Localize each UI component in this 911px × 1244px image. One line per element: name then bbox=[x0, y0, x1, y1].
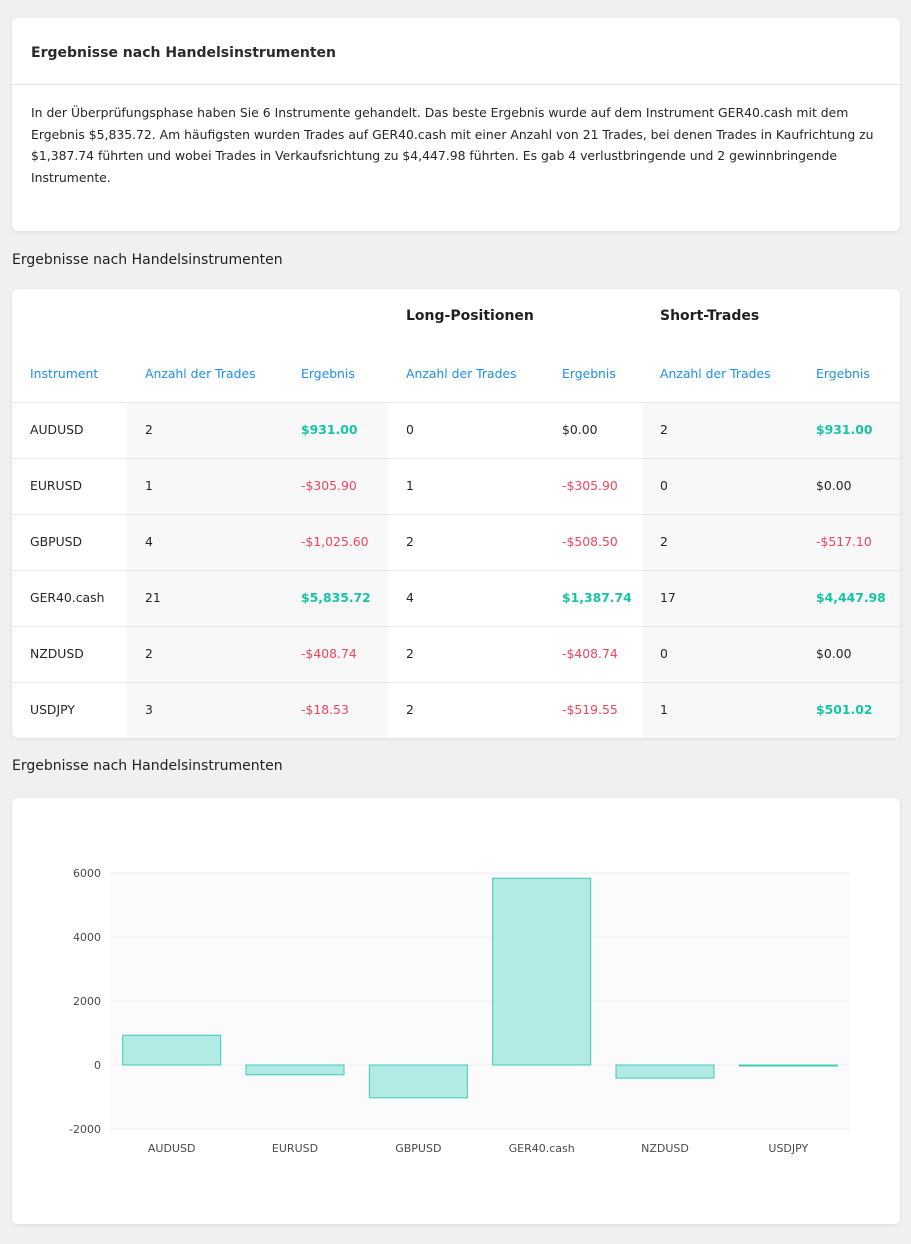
cell-instrument: EURUSD bbox=[30, 478, 82, 493]
x-tick-label: EURUSD bbox=[272, 1142, 318, 1155]
cell-short-result: $0.00 bbox=[816, 478, 852, 493]
table-row: EURUSD 1 -$305.90 1 -$305.90 0 $0.00 bbox=[12, 458, 900, 514]
column-header-long-result: Ergebnis bbox=[562, 366, 616, 381]
cell-total-result: -$18.53 bbox=[301, 702, 349, 717]
table-row: USDJPY 3 -$18.53 2 -$519.55 1 $501.02 bbox=[12, 682, 900, 738]
table-row: GER40.cash 21 $5,835.72 4 $1,387.74 17 $4,447.… bbox=[12, 570, 900, 626]
cell-long-trades: 0 bbox=[406, 422, 414, 437]
cell-total-result: $931.00 bbox=[301, 422, 358, 437]
bar-gbpusd[interactable] bbox=[368, 1064, 468, 1099]
table-row: GBPUSD 4 -$1,025.60 2 -$508.50 2 -$517.10 bbox=[12, 514, 900, 570]
cell-short-result: $501.02 bbox=[816, 702, 873, 717]
cell-instrument: AUDUSD bbox=[30, 422, 84, 437]
cell-long-result: -$408.74 bbox=[562, 646, 618, 661]
cell-long-trades: 2 bbox=[406, 646, 414, 661]
y-tick-label: 2000 bbox=[73, 995, 101, 1008]
column-header-instrument: Instrument bbox=[30, 366, 99, 381]
bar-eurusd[interactable] bbox=[245, 1064, 345, 1076]
cell-instrument: GBPUSD bbox=[30, 534, 83, 549]
column-header-short-result: Ergebnis bbox=[816, 366, 870, 381]
x-tick-label: AUDUSD bbox=[148, 1142, 196, 1155]
cell-instrument: NZDUSD bbox=[30, 646, 84, 661]
group-header-long: Long-Positionen bbox=[406, 308, 534, 324]
cell-total-trades: 2 bbox=[145, 646, 153, 661]
cell-short-result: -$517.10 bbox=[816, 534, 872, 549]
cell-short-result: $4,447.98 bbox=[816, 590, 886, 605]
summary-text: In der Überprüfungsphase haben Sie 6 Ins… bbox=[31, 105, 874, 185]
table-row: AUDUSD 2 $931.00 0 $0.00 2 $931.00 bbox=[12, 402, 900, 458]
column-header-total-trades: Anzahl der Trades bbox=[145, 366, 256, 381]
cell-total-trades: 1 bbox=[145, 478, 153, 493]
cell-long-trades: 4 bbox=[406, 590, 414, 605]
cell-short-result: $931.00 bbox=[816, 422, 873, 437]
x-tick-label: GBPUSD bbox=[395, 1142, 441, 1155]
table-row: NZDUSD 2 -$408.74 2 -$408.74 0 $0.00 bbox=[12, 626, 900, 682]
bar-usdjpy[interactable] bbox=[738, 1064, 838, 1067]
cell-total-result: $5,835.72 bbox=[301, 590, 371, 605]
cell-short-trades: 1 bbox=[660, 702, 668, 717]
cell-short-trades: 2 bbox=[660, 534, 668, 549]
cell-total-trades: 3 bbox=[145, 702, 153, 717]
cell-long-result: -$508.50 bbox=[562, 534, 618, 549]
x-tick-label: NZDUSD bbox=[641, 1142, 689, 1155]
cell-long-result: -$305.90 bbox=[562, 478, 618, 493]
cell-instrument: USDJPY bbox=[30, 702, 75, 717]
cell-total-trades: 21 bbox=[145, 590, 161, 605]
cell-instrument: GER40.cash bbox=[30, 590, 105, 605]
table-section-title: Ergebnisse nach Handelsinstrumenten bbox=[12, 252, 283, 268]
bar-audusd[interactable] bbox=[122, 1034, 222, 1066]
cell-long-trades: 2 bbox=[406, 534, 414, 549]
cell-short-result: $0.00 bbox=[816, 646, 852, 661]
chart-section-title: Ergebnisse nach Handelsinstrumenten bbox=[12, 758, 283, 774]
summary-title: Ergebnisse nach Handelsinstrumenten bbox=[12, 18, 900, 85]
cell-short-trades: 2 bbox=[660, 422, 668, 437]
summary-card: Ergebnisse nach Handelsinstrumenten In d… bbox=[12, 18, 900, 231]
y-tick-label: 6000 bbox=[73, 867, 101, 880]
bar-ger40-cash[interactable] bbox=[492, 877, 592, 1066]
cell-total-result: -$1,025.60 bbox=[301, 534, 369, 549]
y-tick-label: 4000 bbox=[73, 931, 101, 944]
cell-total-result: -$408.74 bbox=[301, 646, 357, 661]
cell-total-result: -$305.90 bbox=[301, 478, 357, 493]
cell-total-trades: 4 bbox=[145, 534, 153, 549]
results-table: Long-Positionen Short-Trades Instrument … bbox=[12, 289, 900, 738]
column-header-long-trades: Anzahl der Trades bbox=[406, 366, 517, 381]
cell-long-result: -$519.55 bbox=[562, 702, 618, 717]
bar-chart: 6000 4000 2000 0 -2000 AUDUSD EURUSD GBPUSD GER4… bbox=[69, 867, 850, 1155]
cell-short-trades: 17 bbox=[660, 590, 676, 605]
x-tick-label: GER40.cash bbox=[509, 1142, 575, 1155]
y-tick-label: 0 bbox=[94, 1059, 101, 1072]
column-header-total-result: Ergebnis bbox=[301, 366, 355, 381]
cell-long-trades: 1 bbox=[406, 478, 414, 493]
bar-nzdusd[interactable] bbox=[615, 1064, 715, 1079]
y-tick-label: -2000 bbox=[69, 1123, 101, 1136]
cell-short-trades: 0 bbox=[660, 478, 668, 493]
cell-long-result: $0.00 bbox=[562, 422, 598, 437]
group-header-short: Short-Trades bbox=[660, 308, 760, 324]
cell-long-trades: 2 bbox=[406, 702, 414, 717]
column-header-short-trades: Anzahl der Trades bbox=[660, 366, 771, 381]
cell-short-trades: 0 bbox=[660, 646, 668, 661]
chart-card: 6000 4000 2000 0 -2000 AUDUSD EURUSD GBPUSD GER4… bbox=[12, 798, 900, 1224]
cell-total-trades: 2 bbox=[145, 422, 153, 437]
x-tick-label: USDJPY bbox=[768, 1142, 808, 1155]
cell-long-result: $1,387.74 bbox=[562, 590, 632, 605]
